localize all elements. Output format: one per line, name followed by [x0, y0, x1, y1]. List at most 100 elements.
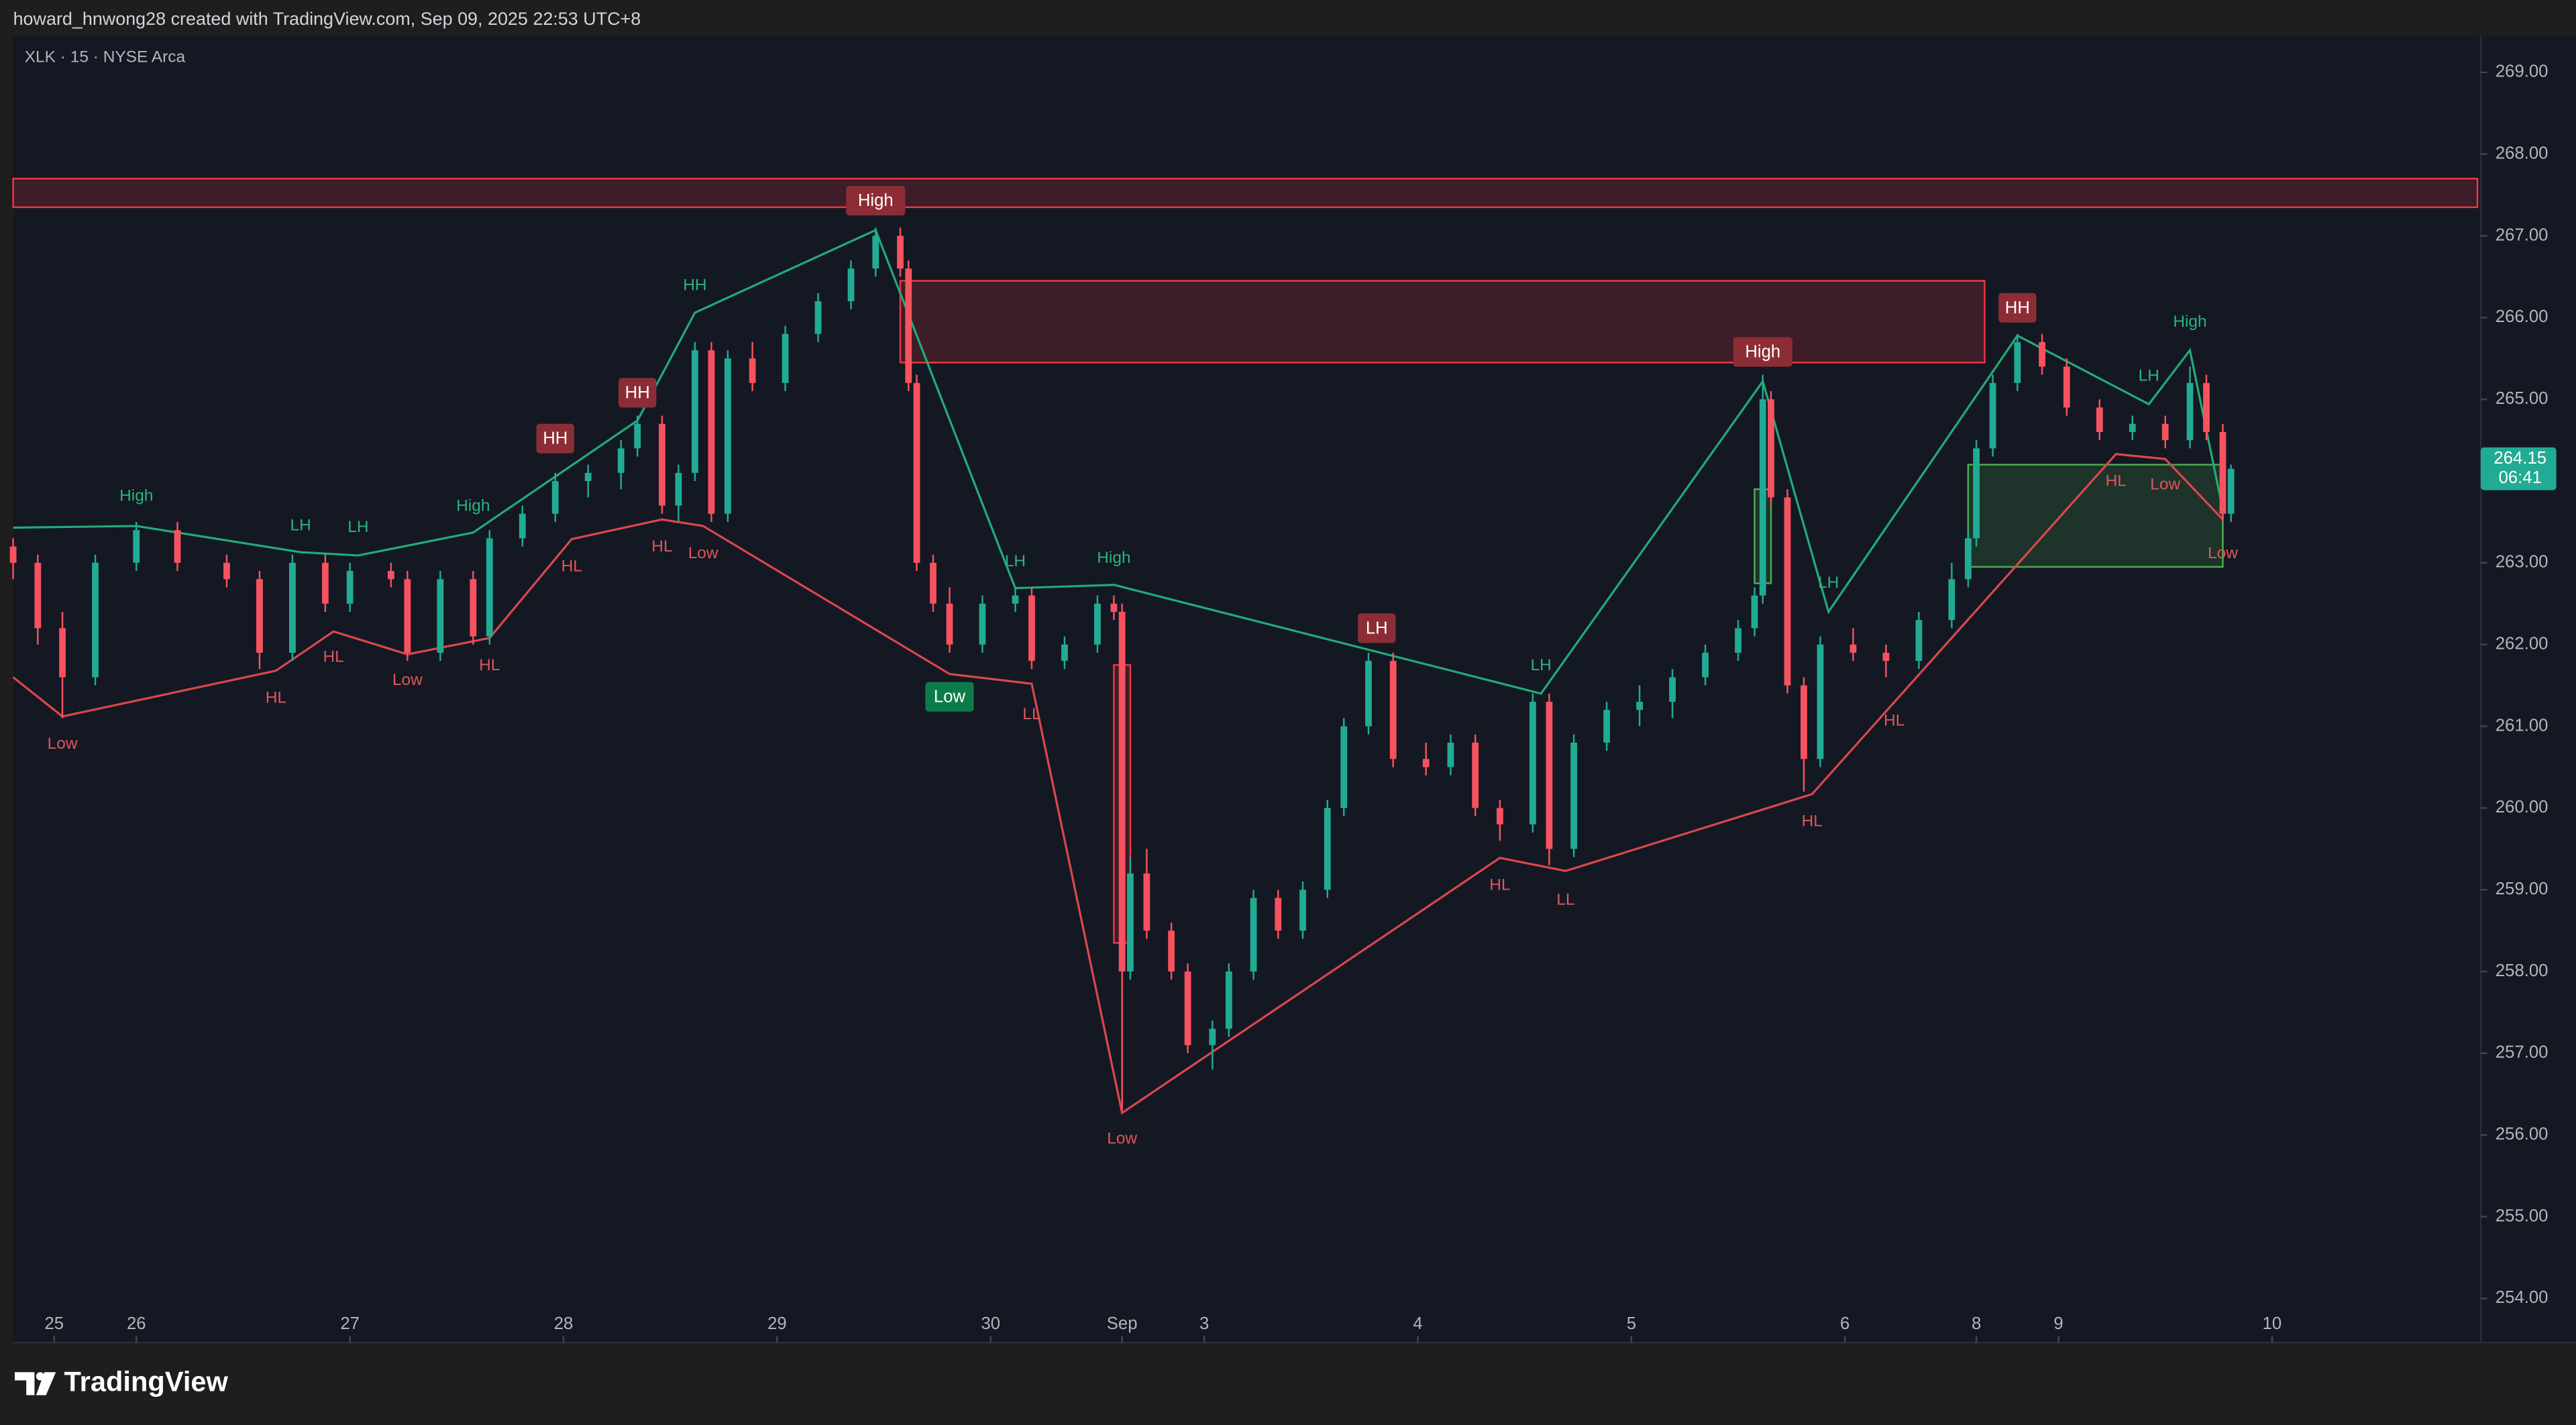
label-text: HH [2005, 299, 2030, 317]
x-tick-label: 9 [2053, 1314, 2063, 1333]
candle-body [1094, 603, 1101, 645]
last-price: 264.15 [2493, 449, 2546, 468]
label-text: HL [323, 648, 344, 666]
label-text: High [2173, 313, 2206, 331]
y-tick-label: 254.00 [2496, 1288, 2548, 1307]
label-text: Low [392, 671, 423, 689]
x-tick-label: 10 [2263, 1314, 2282, 1333]
y-tick-label: 265.00 [2496, 389, 2548, 408]
candle-body [1702, 652, 1709, 678]
x-tick-label: 8 [1972, 1314, 1981, 1333]
candle-body [1801, 685, 1807, 759]
candle-body [897, 235, 904, 269]
y-tick-label: 260.00 [2496, 798, 2548, 816]
candle-body [1447, 742, 1454, 768]
candle-body [1735, 628, 1741, 653]
countdown: 06:41 [2499, 468, 2542, 487]
candle-body [1529, 701, 1536, 825]
candle-body [34, 562, 42, 629]
candle-body [1028, 595, 1035, 662]
candle-body [1817, 644, 1824, 759]
candle-body [930, 562, 936, 604]
label-text: HL [479, 656, 500, 674]
y-tick-label: 268.00 [2496, 144, 2548, 162]
candle-body [1275, 898, 1282, 931]
x-tick-label: 26 [127, 1314, 146, 1333]
candle-body [749, 358, 756, 383]
candle-body [289, 562, 296, 653]
candle-body [1768, 399, 1774, 498]
candle-body [1497, 808, 1503, 825]
candle-body [913, 382, 920, 563]
candle-body [1118, 611, 1126, 972]
candle-body [1636, 701, 1643, 710]
candle-body [1012, 595, 1019, 604]
label-text: High [858, 191, 894, 210]
candle-body [708, 350, 715, 514]
candle-body [659, 423, 665, 506]
label-text: Low [48, 735, 78, 753]
candle-body [1365, 661, 1372, 727]
candle-body [519, 513, 526, 539]
zone [1967, 464, 2224, 568]
candle-body [551, 481, 559, 514]
credit: howard_hnwong28 created with TradingView… [13, 9, 641, 29]
y-tick-label: 258.00 [2496, 961, 2548, 980]
candle-body [2063, 366, 2070, 408]
candle-body [1209, 1028, 1216, 1045]
candle-body [946, 603, 953, 645]
candle-body [223, 562, 230, 580]
candle-body [1324, 808, 1331, 890]
candle-body [92, 562, 99, 678]
label-text: HL [266, 689, 286, 707]
x-tick-label: 6 [1840, 1314, 1849, 1333]
candle-body [437, 579, 444, 653]
candle-body [872, 235, 879, 269]
y-tick-label: 262.00 [2496, 635, 2548, 653]
candle-body [847, 268, 855, 301]
label-text: HH [543, 429, 568, 448]
label-text: HH [683, 276, 706, 294]
candle-body [470, 579, 477, 637]
candle-body [1570, 742, 1578, 849]
candle-body [1546, 701, 1553, 849]
candle-body [2219, 431, 2226, 514]
label-text: HH [625, 383, 650, 402]
candle-body [387, 571, 394, 580]
x-tick-label: 30 [981, 1314, 1000, 1333]
candle-body [692, 350, 698, 473]
candle-body [1061, 644, 1068, 662]
candle-body [9, 546, 17, 563]
candle-body [1915, 620, 1923, 662]
candle-body [979, 603, 986, 645]
x-tick-label: 3 [1199, 1314, 1209, 1333]
symbol-title: XLK · 15 · NYSE Arca [25, 48, 186, 66]
label-text: HL [1802, 812, 1823, 831]
x-tick-label: 4 [1413, 1314, 1422, 1333]
candle-body [2039, 341, 2045, 367]
candle-body [133, 530, 140, 563]
candle-body [634, 423, 641, 449]
structure-line [12, 453, 2224, 1115]
y-tick-label: 267.00 [2496, 225, 2548, 244]
candle-body [1948, 579, 1955, 621]
label-text: High [1745, 343, 1780, 362]
candle-body [1340, 726, 1348, 808]
candle-body [256, 579, 263, 653]
last-price-box [2480, 447, 2557, 490]
candle-body [1250, 898, 1257, 972]
x-tick-label: Sep [1107, 1314, 1138, 1333]
label-badge [619, 378, 657, 408]
candle-body [2096, 407, 2103, 432]
candle-body [1973, 448, 1980, 539]
label-text: Low [688, 544, 718, 562]
candle-body [782, 333, 789, 383]
zone [899, 280, 1986, 364]
label-text: Low [934, 688, 966, 706]
candle-body [2161, 423, 2169, 441]
candle-body [1751, 595, 1758, 629]
label-text: Low [2150, 476, 2180, 494]
candle-body [584, 472, 592, 482]
